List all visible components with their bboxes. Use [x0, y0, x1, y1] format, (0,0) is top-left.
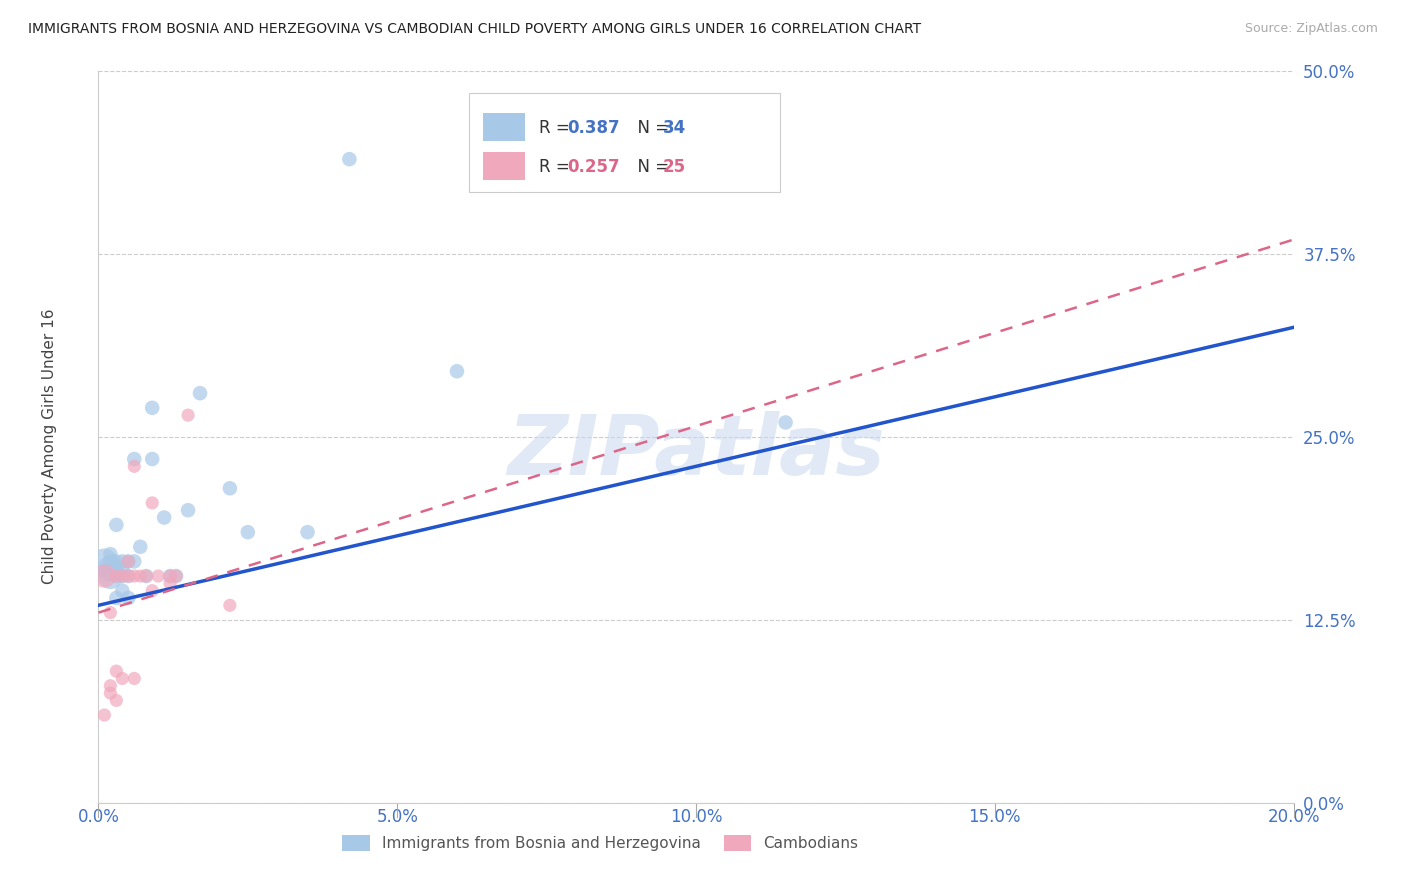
Text: N =: N =	[627, 119, 673, 136]
Text: 0.387: 0.387	[567, 119, 620, 136]
Point	[105, 664, 128, 678]
Point	[117, 591, 139, 605]
Point	[129, 569, 152, 583]
Point	[105, 569, 128, 583]
Point	[124, 554, 146, 568]
Point	[153, 510, 176, 524]
Point	[111, 583, 134, 598]
Point	[165, 569, 187, 583]
Point	[141, 401, 163, 415]
Point	[93, 569, 115, 583]
Point	[775, 416, 797, 430]
Point	[159, 569, 181, 583]
Point	[93, 554, 115, 568]
Point	[111, 562, 134, 576]
Point	[219, 599, 242, 613]
Point	[98, 686, 122, 700]
Point	[117, 569, 139, 583]
Point	[141, 583, 163, 598]
Point	[111, 672, 134, 686]
Point	[446, 364, 468, 378]
Point	[98, 562, 122, 576]
Legend: Immigrants from Bosnia and Herzegovina, Cambodians: Immigrants from Bosnia and Herzegovina, …	[336, 830, 865, 857]
Point	[105, 562, 128, 576]
Point	[135, 569, 157, 583]
Point	[219, 481, 242, 495]
Point	[124, 569, 146, 583]
Point	[124, 459, 146, 474]
Point	[177, 503, 200, 517]
Point	[98, 554, 122, 568]
Text: 25: 25	[662, 159, 686, 177]
Text: 34: 34	[662, 119, 686, 136]
Text: IMMIGRANTS FROM BOSNIA AND HERZEGOVINA VS CAMBODIAN CHILD POVERTY AMONG GIRLS UN: IMMIGRANTS FROM BOSNIA AND HERZEGOVINA V…	[28, 22, 921, 37]
Point	[188, 386, 211, 401]
Point	[111, 569, 134, 583]
Text: ZIPatlas: ZIPatlas	[508, 411, 884, 492]
Point	[124, 452, 146, 467]
Point	[105, 517, 128, 532]
Point	[117, 554, 139, 568]
Point	[105, 569, 128, 583]
Point	[236, 525, 259, 540]
FancyBboxPatch shape	[484, 112, 524, 141]
Point	[124, 672, 146, 686]
Point	[93, 708, 115, 723]
Text: Child Poverty Among Girls Under 16: Child Poverty Among Girls Under 16	[42, 309, 56, 583]
Point	[159, 576, 181, 591]
Point	[339, 152, 361, 166]
Point	[141, 496, 163, 510]
Point	[117, 554, 139, 568]
Point	[117, 569, 139, 583]
Point	[159, 569, 181, 583]
Point	[135, 569, 157, 583]
Point	[98, 547, 122, 561]
Point	[98, 569, 122, 583]
Point	[141, 452, 163, 467]
FancyBboxPatch shape	[470, 94, 780, 192]
Text: R =: R =	[540, 119, 575, 136]
Point	[105, 693, 128, 707]
FancyBboxPatch shape	[484, 152, 524, 180]
Point	[177, 408, 200, 422]
Point	[165, 569, 187, 583]
Text: 0.257: 0.257	[567, 159, 620, 177]
Text: Source: ZipAtlas.com: Source: ZipAtlas.com	[1244, 22, 1378, 36]
Point	[111, 554, 134, 568]
Text: N =: N =	[627, 159, 673, 177]
Point	[98, 679, 122, 693]
Point	[129, 540, 152, 554]
Point	[111, 569, 134, 583]
Point	[297, 525, 319, 540]
Point	[105, 554, 128, 568]
Point	[148, 569, 170, 583]
Text: R =: R =	[540, 159, 575, 177]
Point	[98, 606, 122, 620]
Point	[105, 591, 128, 605]
